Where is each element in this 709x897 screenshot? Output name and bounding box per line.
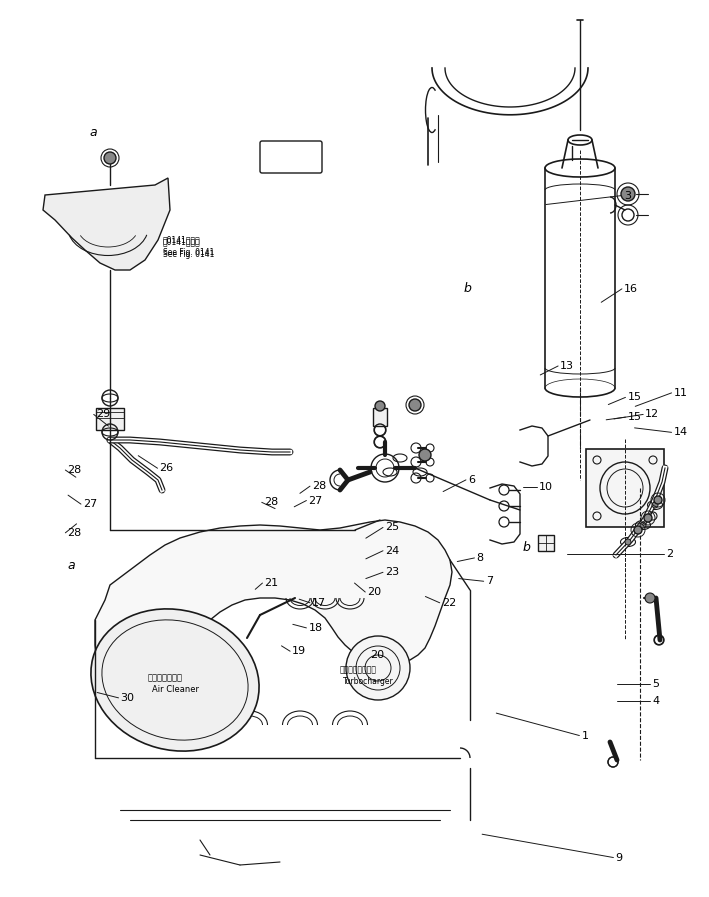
- Text: 27: 27: [83, 499, 97, 509]
- Text: 4: 4: [652, 696, 659, 707]
- Circle shape: [625, 539, 631, 545]
- Text: 21: 21: [264, 578, 279, 588]
- Circle shape: [640, 522, 646, 528]
- Text: FWD: FWD: [277, 152, 306, 162]
- Text: Air Cleaner: Air Cleaner: [152, 685, 199, 694]
- Circle shape: [634, 526, 642, 534]
- Text: 3: 3: [624, 190, 631, 201]
- Text: 20: 20: [370, 649, 384, 660]
- Text: 24: 24: [385, 545, 399, 556]
- Text: 7: 7: [486, 576, 493, 587]
- Text: 28: 28: [312, 481, 326, 492]
- Text: 28: 28: [67, 465, 82, 475]
- Text: 12: 12: [645, 409, 659, 420]
- Bar: [586, 449, 664, 527]
- Text: a: a: [90, 126, 97, 139]
- Text: 18: 18: [308, 623, 323, 633]
- Text: b: b: [464, 283, 472, 295]
- Text: 20: 20: [367, 587, 381, 597]
- Text: 28: 28: [264, 497, 278, 508]
- Text: 25: 25: [385, 522, 399, 533]
- Text: 5: 5: [652, 678, 659, 689]
- Text: 27: 27: [308, 495, 323, 506]
- Text: 第0141図参照: 第0141図参照: [163, 236, 201, 245]
- Text: 19: 19: [292, 646, 306, 657]
- Text: 17: 17: [312, 597, 326, 608]
- Text: 14: 14: [674, 427, 688, 438]
- Circle shape: [645, 593, 655, 603]
- Text: a: a: [67, 559, 74, 571]
- Text: エアークリーナ: エアークリーナ: [148, 674, 183, 683]
- Circle shape: [104, 152, 116, 164]
- Text: 1: 1: [581, 730, 588, 741]
- Text: Turbocharger: Turbocharger: [343, 676, 393, 685]
- Circle shape: [652, 502, 658, 508]
- Ellipse shape: [91, 609, 259, 751]
- Polygon shape: [95, 520, 452, 676]
- Text: 22: 22: [442, 597, 456, 608]
- Text: b: b: [522, 541, 530, 553]
- Text: 23: 23: [385, 567, 399, 578]
- Text: 28: 28: [67, 527, 82, 538]
- Text: 16: 16: [624, 283, 638, 294]
- Bar: [373, 408, 387, 426]
- Polygon shape: [43, 178, 170, 270]
- Circle shape: [654, 496, 662, 504]
- Circle shape: [419, 449, 431, 461]
- Text: 30: 30: [121, 692, 135, 703]
- Text: 26: 26: [160, 463, 174, 474]
- Text: 8: 8: [476, 553, 484, 563]
- Text: 2: 2: [666, 549, 674, 560]
- Circle shape: [346, 636, 410, 700]
- Circle shape: [375, 401, 385, 411]
- Text: 11: 11: [674, 388, 688, 398]
- Text: 10: 10: [539, 482, 553, 492]
- Text: 15: 15: [627, 392, 642, 403]
- Text: 9: 9: [615, 852, 623, 863]
- FancyBboxPatch shape: [260, 141, 322, 173]
- Circle shape: [409, 399, 421, 411]
- Text: 13: 13: [560, 361, 574, 371]
- Text: See Fig. 0141: See Fig. 0141: [163, 249, 214, 258]
- Bar: [96, 408, 124, 430]
- Text: ターボチャージャ: ターボチャージャ: [340, 666, 377, 675]
- Circle shape: [621, 187, 635, 201]
- Circle shape: [644, 514, 652, 522]
- Text: 29: 29: [96, 409, 110, 420]
- Bar: [538, 535, 554, 551]
- Text: 6: 6: [468, 475, 475, 485]
- Text: See Fig. 0141: See Fig. 0141: [163, 248, 214, 257]
- Text: 15: 15: [627, 412, 642, 422]
- Text: 第0141図参照: 第0141図参照: [163, 238, 201, 247]
